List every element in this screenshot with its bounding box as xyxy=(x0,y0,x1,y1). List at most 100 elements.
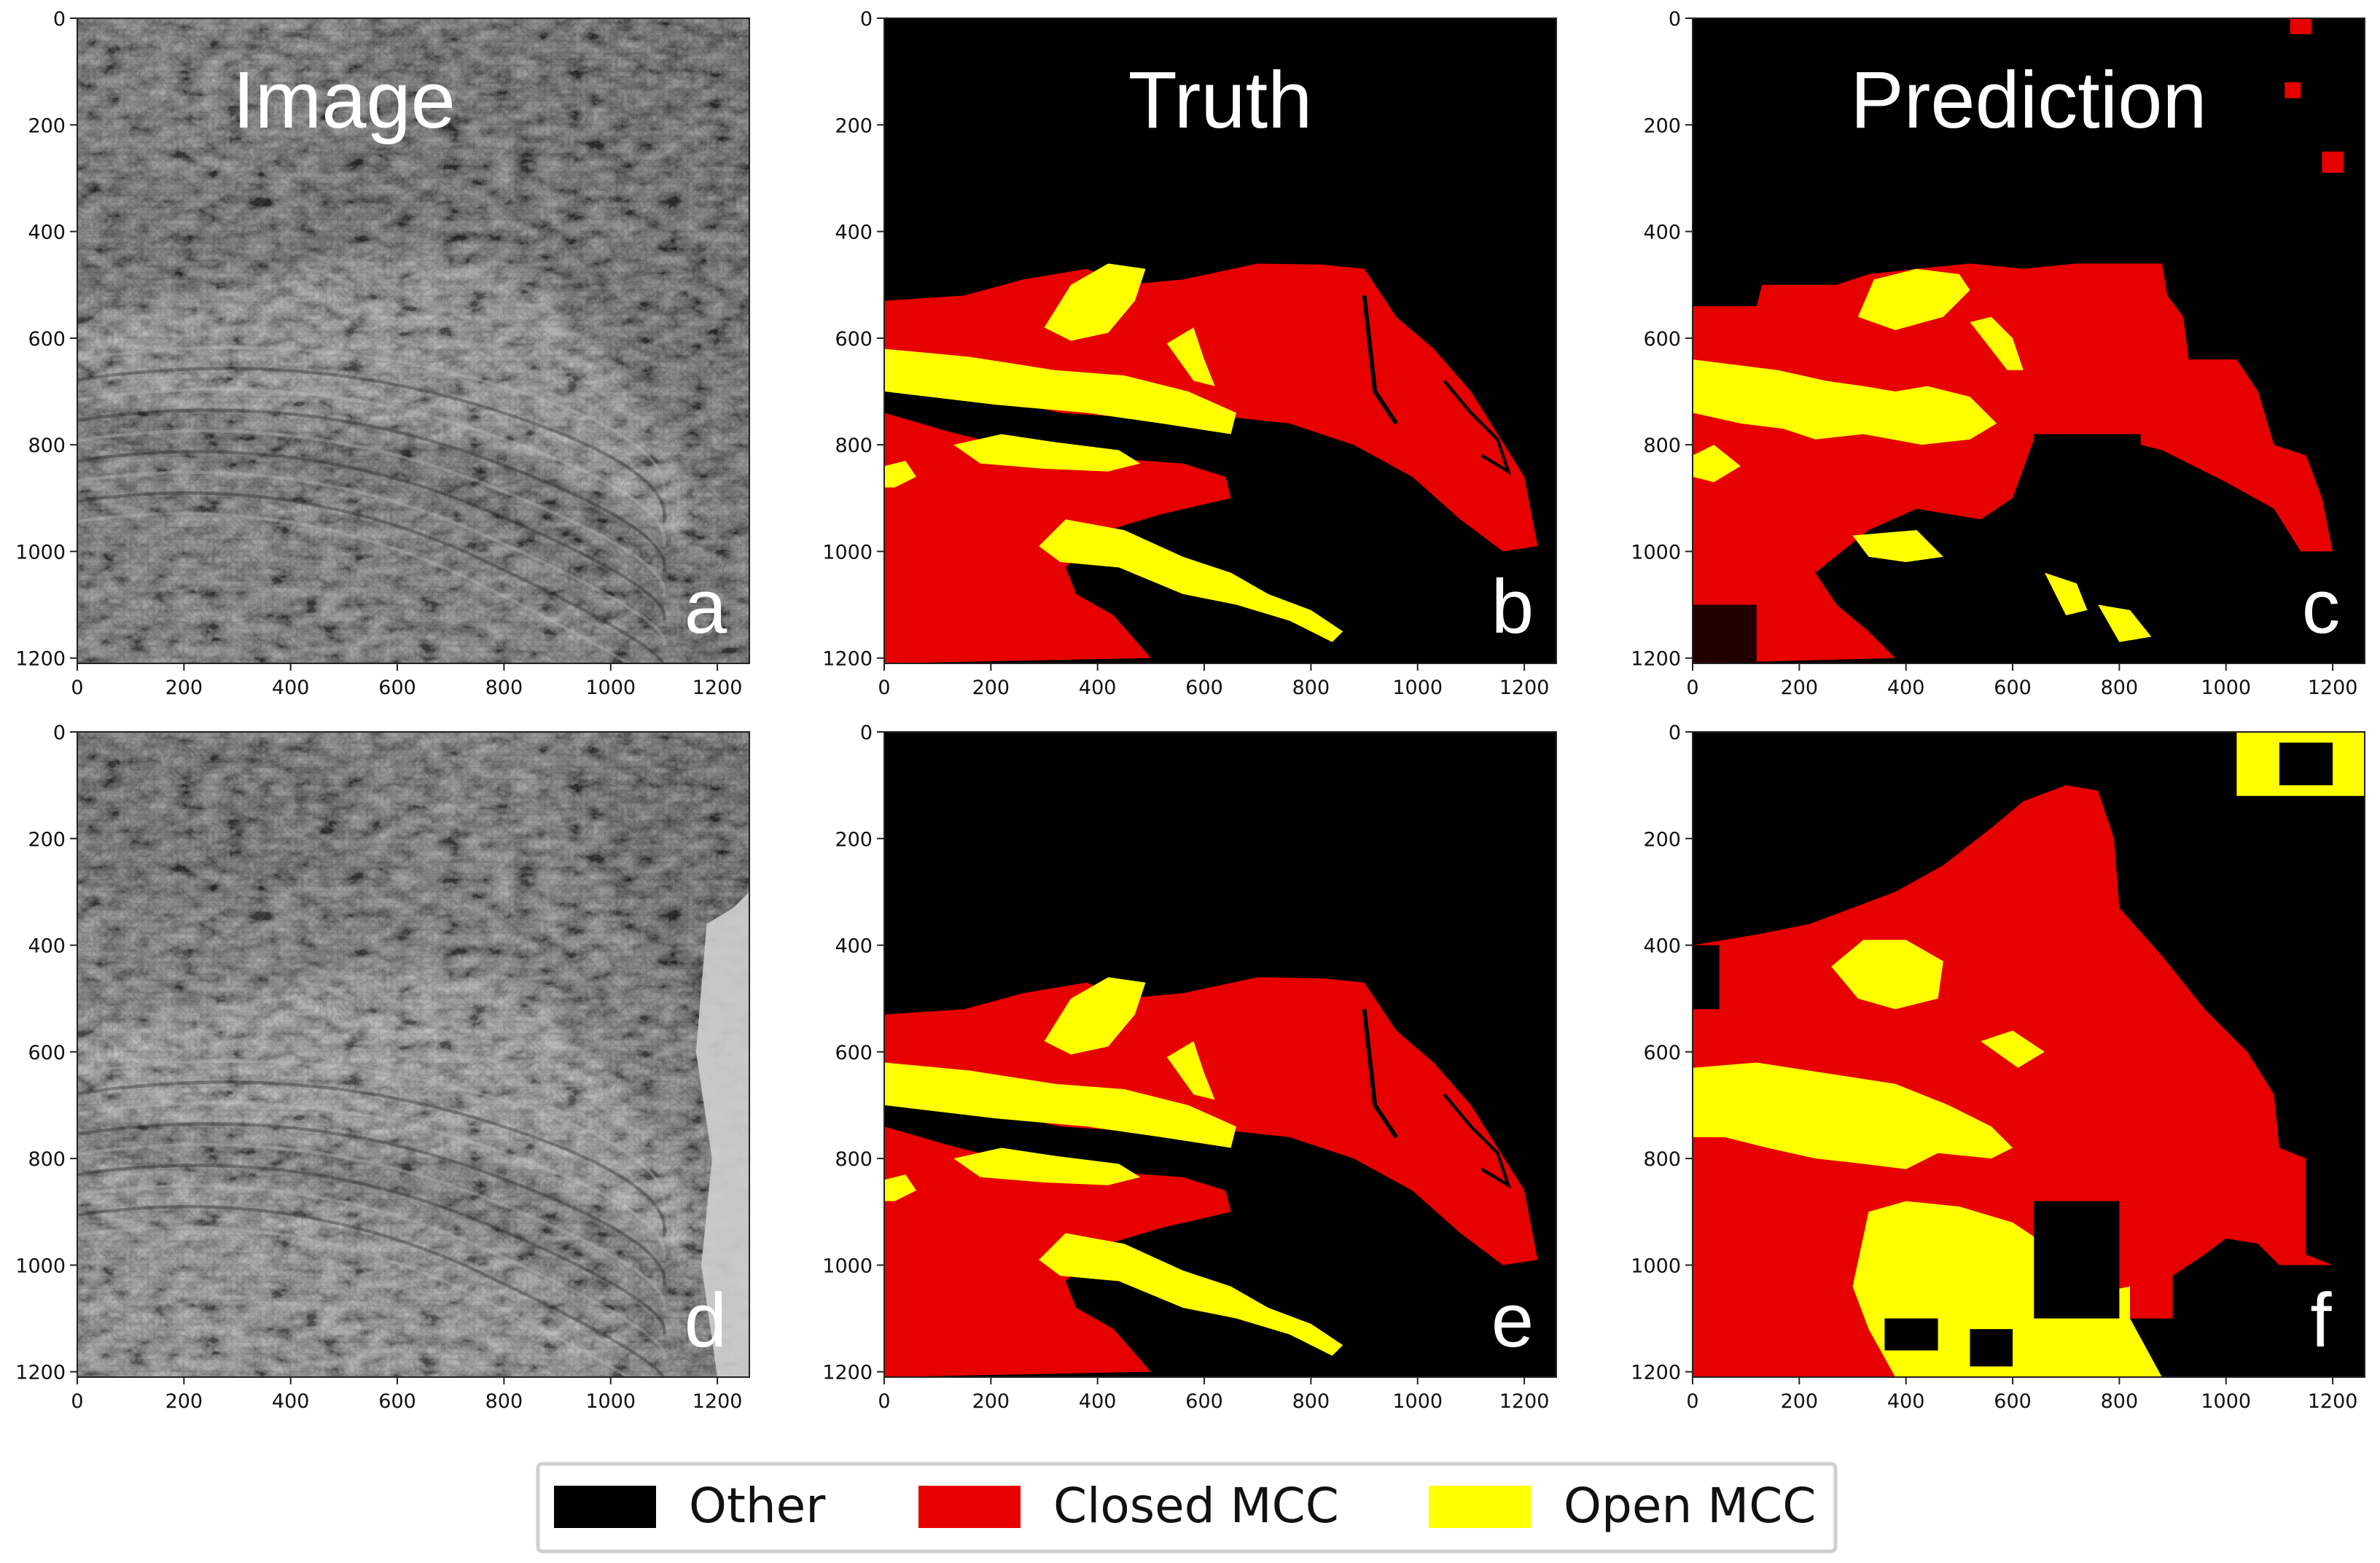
y-tick-label: 400 xyxy=(1643,935,1681,958)
y-tick-label: 400 xyxy=(28,222,66,244)
y-tick-label: 600 xyxy=(28,328,66,351)
y-tick-label: 1200 xyxy=(822,1362,873,1384)
y-tick-label: 400 xyxy=(28,935,66,958)
prediction-content xyxy=(1693,732,2365,1377)
x-tick-label: 1200 xyxy=(692,1390,743,1413)
y-tick-label: 600 xyxy=(1643,1042,1681,1064)
panel-frame xyxy=(77,731,750,1378)
y-tick-label: 1200 xyxy=(15,1362,66,1384)
x-tick-label: 0 xyxy=(1686,677,1698,699)
y-tick-label: 0 xyxy=(860,722,873,744)
panel-letter: d xyxy=(684,1278,727,1363)
y-tick-label: 800 xyxy=(1643,434,1681,457)
y-tick-label: 1200 xyxy=(1631,648,1681,671)
x-tick-label: 1000 xyxy=(2201,677,2251,699)
y-tick-label: 1200 xyxy=(15,648,66,671)
panel-title: Image xyxy=(233,55,456,145)
x-tick-label: 600 xyxy=(1185,677,1223,699)
y-tick-label: 200 xyxy=(835,828,873,851)
x-tick-label: 600 xyxy=(1994,1390,2032,1413)
panel-letter: f xyxy=(2310,1278,2332,1363)
x-tick-label: 400 xyxy=(1887,1390,1925,1413)
x-tick-label: 200 xyxy=(1781,1390,1819,1413)
legend-swatch xyxy=(918,1486,1021,1528)
x-tick-label: 800 xyxy=(1292,1390,1330,1413)
prediction-content xyxy=(1693,18,2365,663)
y-tick-label: 800 xyxy=(835,434,873,457)
y-tick-label: 1000 xyxy=(15,1255,66,1277)
y-tick-label: 400 xyxy=(1643,222,1681,244)
panel-a: 0 200 400 600 800 1000 12000200400600800100012… xyxy=(15,8,750,699)
y-tick-label: 800 xyxy=(28,434,66,457)
y-tick-label: 800 xyxy=(835,1148,873,1171)
x-tick-label: 200 xyxy=(972,1390,1010,1413)
x-tick-label: 400 xyxy=(1079,677,1117,699)
image-content xyxy=(77,18,749,663)
y-tick-label: 600 xyxy=(1643,328,1681,351)
y-tick-label: 800 xyxy=(28,1148,66,1171)
x-tick-label: 1000 xyxy=(2201,1390,2251,1413)
y-tick-label: 0 xyxy=(1669,8,1681,31)
y-tick-label: 200 xyxy=(28,114,66,137)
x-tick-label: 1200 xyxy=(2308,677,2358,699)
x-tick-label: 1000 xyxy=(585,1390,636,1413)
x-tick-label: 800 xyxy=(2101,1390,2139,1413)
y-tick-label: 200 xyxy=(28,828,66,851)
y-tick-label: 600 xyxy=(835,1042,873,1064)
image-content xyxy=(77,732,749,1377)
panel-frame xyxy=(77,17,750,664)
x-tick-label: 1200 xyxy=(692,677,743,699)
x-tick-label: 200 xyxy=(165,1390,203,1413)
x-tick-label: 800 xyxy=(1292,677,1330,699)
panel-letter: c xyxy=(2302,564,2341,650)
panel-frame xyxy=(1692,17,2365,664)
x-tick-label: 1000 xyxy=(585,677,636,699)
y-tick-label: 0 xyxy=(860,8,873,31)
y-tick-label: 1000 xyxy=(1631,541,1681,564)
panel-letter: a xyxy=(684,564,727,650)
truth-content xyxy=(884,18,1556,663)
x-tick-label: 0 xyxy=(1686,1390,1698,1413)
x-tick-label: 800 xyxy=(485,677,523,699)
x-tick-label: 600 xyxy=(1994,677,2032,699)
x-tick-label: 600 xyxy=(378,1390,416,1413)
x-tick-label: 1200 xyxy=(1499,677,1550,699)
y-tick-label: 600 xyxy=(835,328,873,351)
y-tick-label: 1200 xyxy=(822,648,873,671)
x-tick-label: 1200 xyxy=(1499,1390,1550,1413)
y-tick-label: 1000 xyxy=(822,541,873,564)
y-tick-label: 1000 xyxy=(1631,1255,1681,1277)
y-tick-label: 0 xyxy=(1669,722,1681,744)
panel-frame xyxy=(1692,731,2365,1378)
y-tick-label: 1000 xyxy=(822,1255,873,1277)
y-tick-label: 1200 xyxy=(1631,1362,1681,1384)
legend-label: Closed MCC xyxy=(1053,1478,1339,1534)
y-tick-label: 200 xyxy=(1643,114,1681,137)
x-tick-label: 1000 xyxy=(1392,1390,1443,1413)
y-tick-label: 0 xyxy=(53,8,66,31)
y-tick-label: 1000 xyxy=(15,541,66,564)
panel-frame xyxy=(883,731,1557,1378)
x-tick-label: 400 xyxy=(1887,677,1925,699)
panel-title: Truth xyxy=(1128,55,1313,145)
panel-b: 0 200 400 600 800 1000 12000200400600800100012… xyxy=(822,8,1557,699)
legend: Other Closed MCC Open MCC xyxy=(536,1462,1838,1554)
x-tick-label: 1200 xyxy=(2308,1390,2358,1413)
y-tick-label: 400 xyxy=(835,935,873,958)
x-tick-label: 200 xyxy=(1781,677,1819,699)
x-tick-label: 0 xyxy=(878,1390,890,1413)
y-tick-label: 200 xyxy=(835,114,873,137)
x-tick-label: 600 xyxy=(378,677,416,699)
y-tick-label: 200 xyxy=(1643,828,1681,851)
legend-swatch xyxy=(1429,1486,1531,1528)
x-tick-label: 600 xyxy=(1185,1390,1223,1413)
x-tick-label: 800 xyxy=(485,1390,523,1413)
panel-c: 0 200 400 600 800 1000 12000200400600800100012… xyxy=(1631,8,2365,699)
legend-swatch xyxy=(554,1486,656,1528)
panel-d: 0 200 400 600 800 1000 12000200400600800100012… xyxy=(15,722,750,1413)
panel-letter: e xyxy=(1491,1278,1534,1363)
y-tick-label: 0 xyxy=(53,722,66,744)
x-tick-label: 400 xyxy=(1079,1390,1117,1413)
panel-title: Prediction xyxy=(1850,55,2207,145)
